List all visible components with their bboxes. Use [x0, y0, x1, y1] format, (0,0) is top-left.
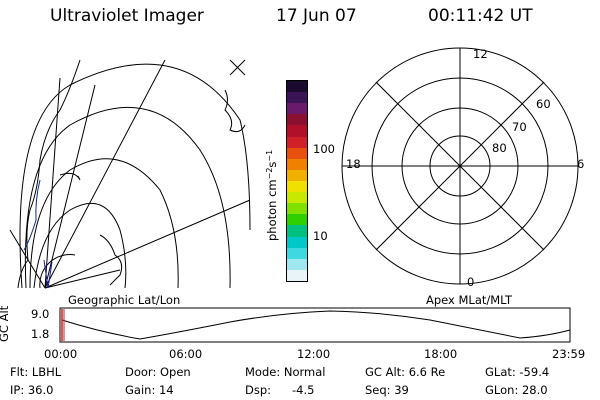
colorbar-band: [287, 203, 307, 215]
x-tick-1200: 12:00: [297, 347, 331, 361]
glon-info: GLon: 28.0: [485, 383, 548, 397]
mlt-label-0: 0: [467, 275, 475, 289]
x-tick-2359: 23:59: [552, 347, 586, 361]
mode-info: Mode: Normal: [245, 365, 326, 379]
alt-tick-9: 9.0: [31, 307, 50, 321]
colorbar-band: [287, 192, 307, 204]
time-label: 00:11:42 UT: [428, 6, 533, 26]
geographic-caption: Geographic Lat/Lon: [68, 293, 181, 307]
colorbar-band: [287, 147, 307, 159]
colorbar-band: [287, 236, 307, 248]
colorbar-band: [287, 136, 307, 148]
svg-text:photon cm−2s−1: photon cm−2s−1: [265, 150, 279, 241]
flt-info: Flt: LBHL: [10, 365, 62, 379]
gain-info: Gain: 14: [125, 383, 174, 397]
colorbar: [286, 80, 308, 282]
dsp-info: Dsp:: [245, 383, 272, 397]
colorbar-band: [287, 92, 307, 104]
mlt-label-12: 12: [473, 47, 488, 61]
colorbar-band: [287, 81, 307, 93]
colorbar-band: [287, 225, 307, 237]
gc-alt-info: GC Alt: 6.6 Re: [365, 365, 446, 379]
dsp-value: -4.5: [292, 383, 315, 397]
geographic-map: [9, 59, 251, 289]
colorbar-band: [287, 247, 307, 259]
colorbar-band: [287, 180, 307, 193]
colorbar-band: [287, 103, 307, 115]
date-label: 17 Jun 07: [276, 6, 357, 26]
instrument-title: Ultraviolet Imager: [50, 6, 204, 26]
mlt-label-18: 18: [346, 157, 361, 171]
svg-text:GC Alt: GC Alt: [0, 305, 11, 342]
polar-map: [341, 47, 579, 285]
x-tick-1800: 18:00: [424, 347, 458, 361]
lat-label-70: 70: [512, 120, 527, 134]
altitude-plot: GC Alt: [0, 305, 571, 343]
colorbar-band: [287, 269, 307, 281]
colorbar-tick-100: 100: [313, 142, 335, 156]
colorbar-band: [287, 258, 307, 270]
colorbar-band: [287, 158, 307, 170]
colorbar-band: [287, 114, 307, 126]
lat-label-80: 80: [492, 141, 507, 155]
colorbar-axis-label: photon cm−2s−1: [265, 150, 279, 241]
alt-tick-1-8: 1.8: [31, 327, 50, 341]
glat-info: GLat: -59.4: [485, 365, 550, 379]
seq-info: Seq: 39: [365, 383, 409, 397]
x-tick-0600: 06:00: [169, 347, 203, 361]
colorbar-band: [287, 214, 307, 226]
ip-info: IP: 36.0: [10, 383, 54, 397]
mlt-label-6: 6: [577, 157, 585, 171]
door-info: Door: Open: [125, 365, 191, 379]
lat-label-60: 60: [536, 97, 551, 111]
colorbar-band: [287, 125, 307, 137]
apex-caption: Apex MLat/MLT: [426, 293, 513, 307]
colorbar-tick-10: 10: [313, 229, 328, 243]
colorbar-band: [287, 169, 307, 181]
x-tick-0000: 00:00: [44, 347, 78, 361]
